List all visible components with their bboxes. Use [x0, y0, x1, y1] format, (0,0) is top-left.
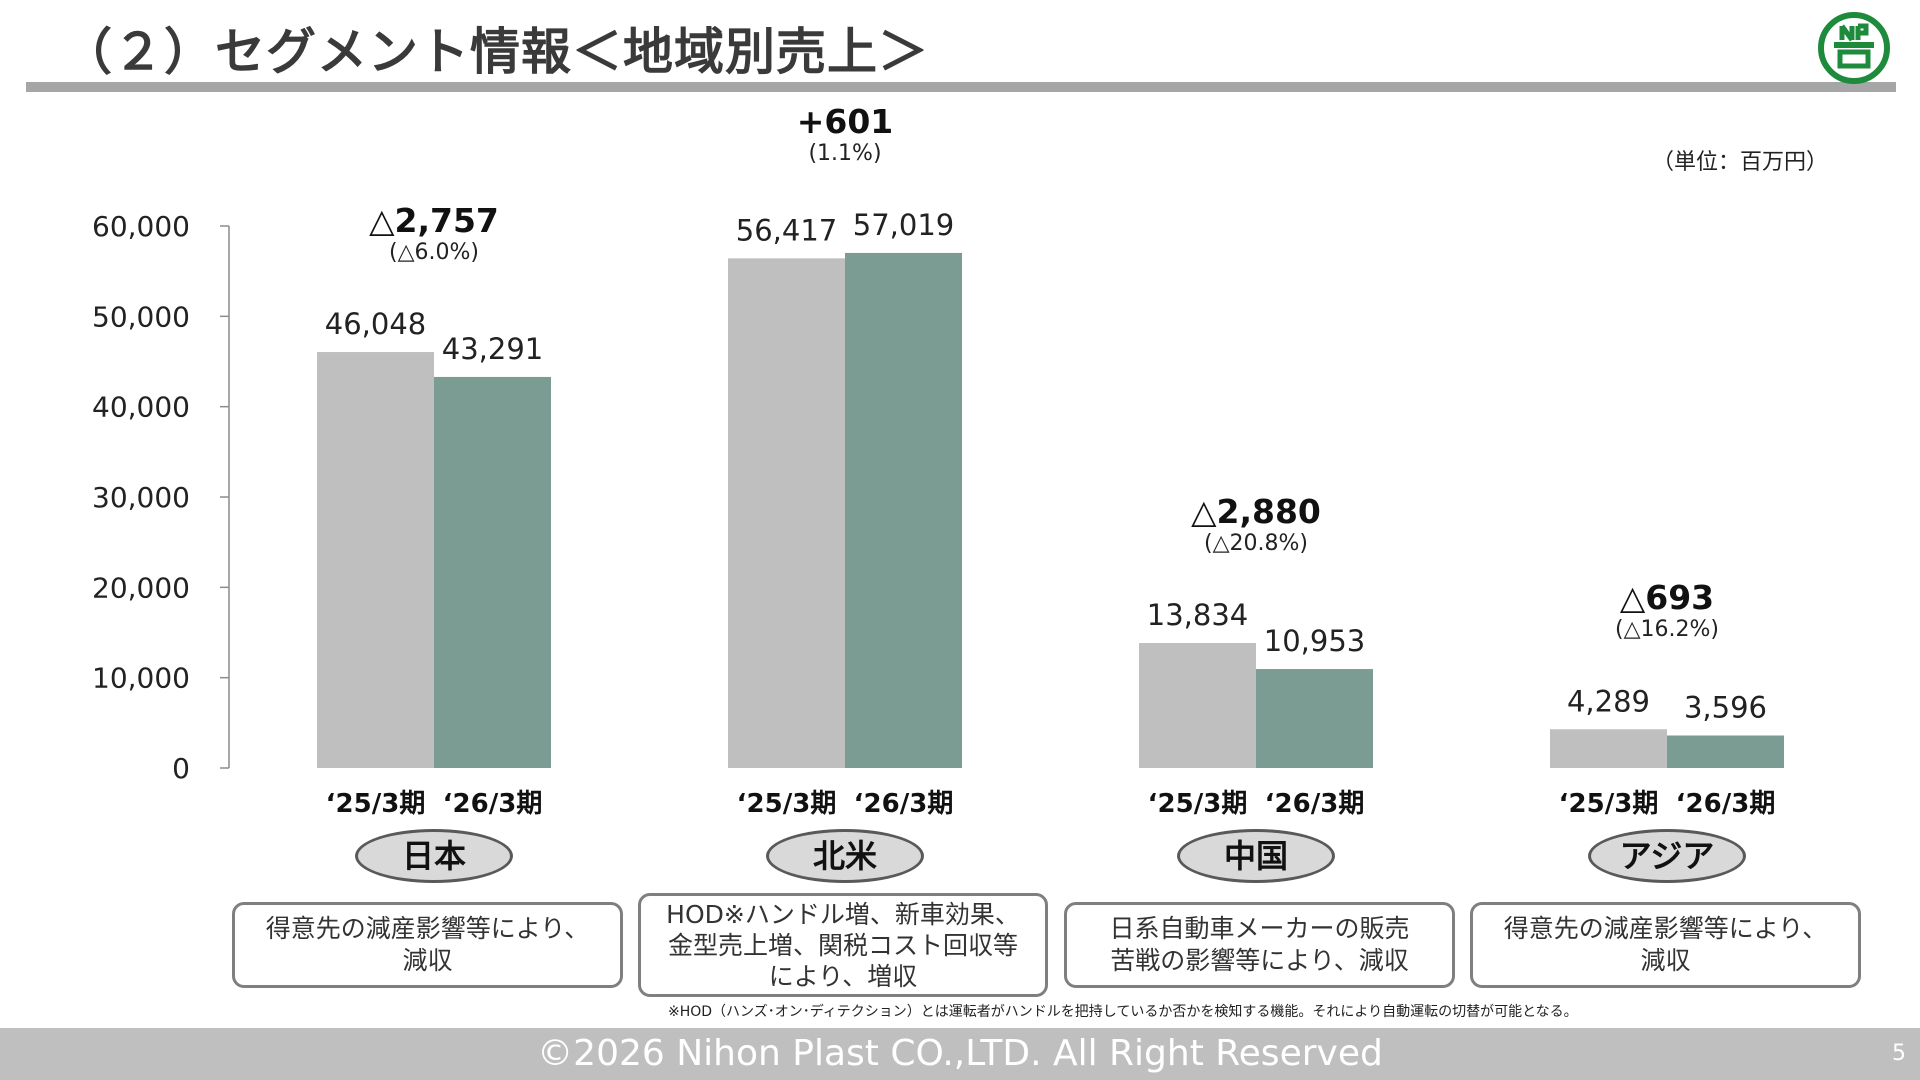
x-period-label: ‘26/3期 — [1676, 789, 1776, 819]
page-number: 5 — [1892, 1041, 1906, 1066]
bar — [1139, 643, 1256, 768]
x-period-label: ‘25/3期 — [326, 789, 426, 819]
footer-bar: ©2026 Nihon Plast CO.,LTD. All Right Res… — [0, 1028, 1920, 1080]
change-annotation: △2,757 (△6.0%) — [314, 202, 554, 266]
bar — [1256, 669, 1373, 768]
y-tick-label: 60,000 — [92, 210, 190, 243]
x-period-label: ‘26/3期 — [854, 789, 954, 819]
change-annotation: △2,880 (△20.8%) — [1136, 493, 1376, 557]
region-label: 北米 — [766, 829, 924, 883]
bar — [434, 376, 551, 768]
change-value: △693 — [1619, 578, 1715, 618]
change-percent: (△16.2%) — [1615, 617, 1719, 643]
bar-value-label: 13,834 — [1147, 598, 1248, 632]
bar-value-label: 10,953 — [1264, 624, 1365, 658]
x-period-label: ‘25/3期 — [1148, 789, 1248, 819]
title-divider — [26, 82, 1896, 92]
region-label: アジア — [1588, 829, 1746, 883]
y-tick-label: 50,000 — [92, 300, 190, 333]
y-tick-label: 10,000 — [92, 662, 190, 695]
x-period-label: ‘25/3期 — [1559, 789, 1659, 819]
change-percent: (1.1%) — [808, 140, 882, 166]
x-period-label: ‘25/3期 — [737, 789, 837, 819]
change-percent: (△20.8%) — [1204, 531, 1308, 557]
note-line: 得意先の減産影響等により、 — [1503, 914, 1828, 943]
note-line: 苦戦の影響等により、減収 — [1110, 946, 1409, 975]
region-label: 日本 — [355, 829, 513, 883]
region-note: HOD※ハンドル増、新車効果、 金型売上増、関税コスト回収等 により、増収 — [638, 893, 1048, 997]
note-line: 日系自動車メーカーの販売 — [1109, 914, 1410, 943]
nihon-plast-logo-icon — [1818, 12, 1890, 84]
bar — [728, 258, 845, 768]
change-value: +601 — [796, 101, 894, 141]
change-percent: (△6.0%) — [389, 240, 479, 266]
y-tick-label: 0 — [172, 752, 190, 785]
bar — [317, 352, 434, 768]
x-period-label: ‘26/3期 — [1265, 789, 1365, 819]
bar-value-label: 4,289 — [1567, 684, 1650, 718]
note-line: 金型売上増、関税コスト回収等 — [667, 930, 1018, 960]
bar-value-label: 46,048 — [325, 307, 426, 341]
unit-label: （単位：百万円） — [1652, 150, 1829, 175]
note-line: 減収 — [402, 946, 453, 975]
note-line: により、増収 — [768, 961, 918, 991]
bar — [1667, 735, 1784, 768]
note-line: HOD※ハンドル増、新車効果、 — [666, 899, 1020, 929]
region-note: 得意先の減産影響等により、 減収 — [1470, 902, 1861, 988]
bar-value-label: 57,019 — [853, 208, 954, 242]
hod-footnote: ※HOD（ハンズ･オン･ディテクション）とは運転者がハンドルを把持しているか否か… — [668, 1004, 1578, 1020]
note-line: 減収 — [1640, 946, 1691, 975]
y-tick-label: 20,000 — [92, 571, 190, 604]
y-tick-label: 40,000 — [92, 391, 190, 424]
bar-value-label: 56,417 — [736, 213, 837, 247]
note-line: 得意先の減産影響等により、 — [265, 914, 590, 943]
page-title: （２）セグメント情報＜地域別売上＞ — [62, 23, 929, 81]
change-annotation: △693 (△16.2%) — [1547, 579, 1787, 643]
region-note: 日系自動車メーカーの販売 苦戦の影響等により、減収 — [1064, 902, 1455, 988]
change-annotation: +601 (1.1%) — [725, 101, 965, 167]
change-value: △2,757 — [369, 201, 499, 241]
bar-value-label: 3,596 — [1684, 691, 1767, 725]
change-value: △2,880 — [1191, 492, 1321, 532]
region-note: 得意先の減産影響等により、 減収 — [232, 902, 623, 988]
bar — [1550, 729, 1667, 768]
bar-value-label: 43,291 — [442, 332, 543, 366]
x-period-label: ‘26/3期 — [443, 789, 543, 819]
bar — [845, 252, 962, 769]
copyright-text: ©2026 Nihon Plast CO.,LTD. All Right Res… — [537, 1033, 1383, 1074]
region-label: 中国 — [1177, 829, 1335, 883]
y-tick-label: 30,000 — [92, 481, 190, 514]
